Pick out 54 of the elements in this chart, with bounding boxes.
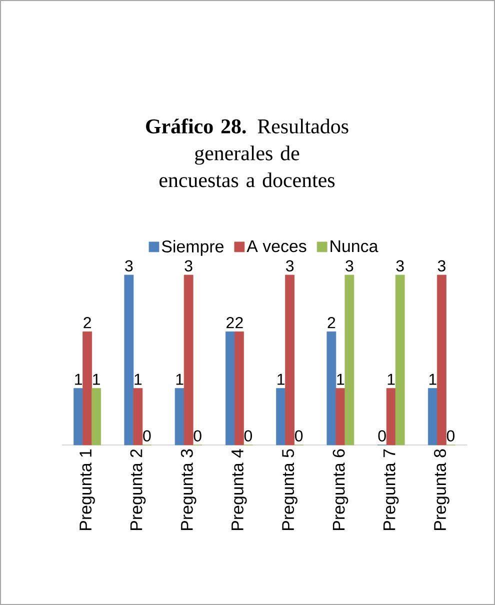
bar <box>395 274 405 446</box>
bar <box>276 388 286 446</box>
chart-title: Gráfico 28. Resultados generales de encuestas a docentes <box>146 118 348 188</box>
data-label: 1 <box>93 374 100 385</box>
data-label: 3 <box>396 260 404 272</box>
bar <box>344 274 354 446</box>
x-tick-label: Pregunta 6 <box>332 449 348 530</box>
data-label: 0 <box>378 430 386 442</box>
x-tick-label: Pregunta 2 <box>130 449 146 530</box>
data-label: 1 <box>278 374 284 385</box>
data-label: 1 <box>337 374 344 385</box>
x-tick-label: Pregunta 8 <box>434 449 450 530</box>
x-tick-label: Pregunta 5 <box>282 449 298 530</box>
bar <box>133 388 143 446</box>
data-label: 0 <box>194 430 202 442</box>
legend-label: A veces <box>246 240 306 252</box>
bar <box>428 388 438 446</box>
bar <box>436 274 446 446</box>
bar <box>174 388 184 446</box>
data-label: 3 <box>346 260 354 272</box>
x-tick-label: Pregunta 4 <box>232 449 247 530</box>
data-label: 2 <box>236 317 243 328</box>
bar <box>124 274 134 446</box>
data-label: 1 <box>388 374 395 385</box>
x-tick-label: Pregunta 7 <box>383 449 399 530</box>
data-label: 3 <box>184 260 192 272</box>
data-label: 3 <box>438 260 446 272</box>
data-label: 1 <box>75 374 82 385</box>
data-label: 0 <box>446 430 454 442</box>
bar <box>336 388 346 446</box>
bar <box>326 331 336 446</box>
bar <box>74 388 84 446</box>
data-label: 2 <box>84 317 91 328</box>
data-label: 3 <box>286 260 294 272</box>
bar <box>92 388 102 446</box>
bar <box>386 388 396 446</box>
data-label: 1 <box>134 374 142 385</box>
legend-label: Nunca <box>330 240 378 252</box>
data-label: 3 <box>125 260 133 272</box>
bar <box>82 331 92 446</box>
data-label: 2 <box>226 317 234 328</box>
data-label: 0 <box>244 430 252 442</box>
bar <box>234 331 244 446</box>
bar <box>184 274 194 446</box>
data-label: 2 <box>328 317 336 328</box>
x-tick-label: Pregunta 3 <box>180 449 196 530</box>
bar <box>285 274 295 446</box>
data-label: 1 <box>176 374 184 385</box>
data-label: 0 <box>295 430 303 442</box>
x-tick-label: Pregunta 1 <box>80 449 95 530</box>
data-label: 0 <box>143 430 151 442</box>
legend-label: Siempre <box>162 240 224 256</box>
data-label: 1 <box>429 374 436 385</box>
bar <box>225 331 235 446</box>
